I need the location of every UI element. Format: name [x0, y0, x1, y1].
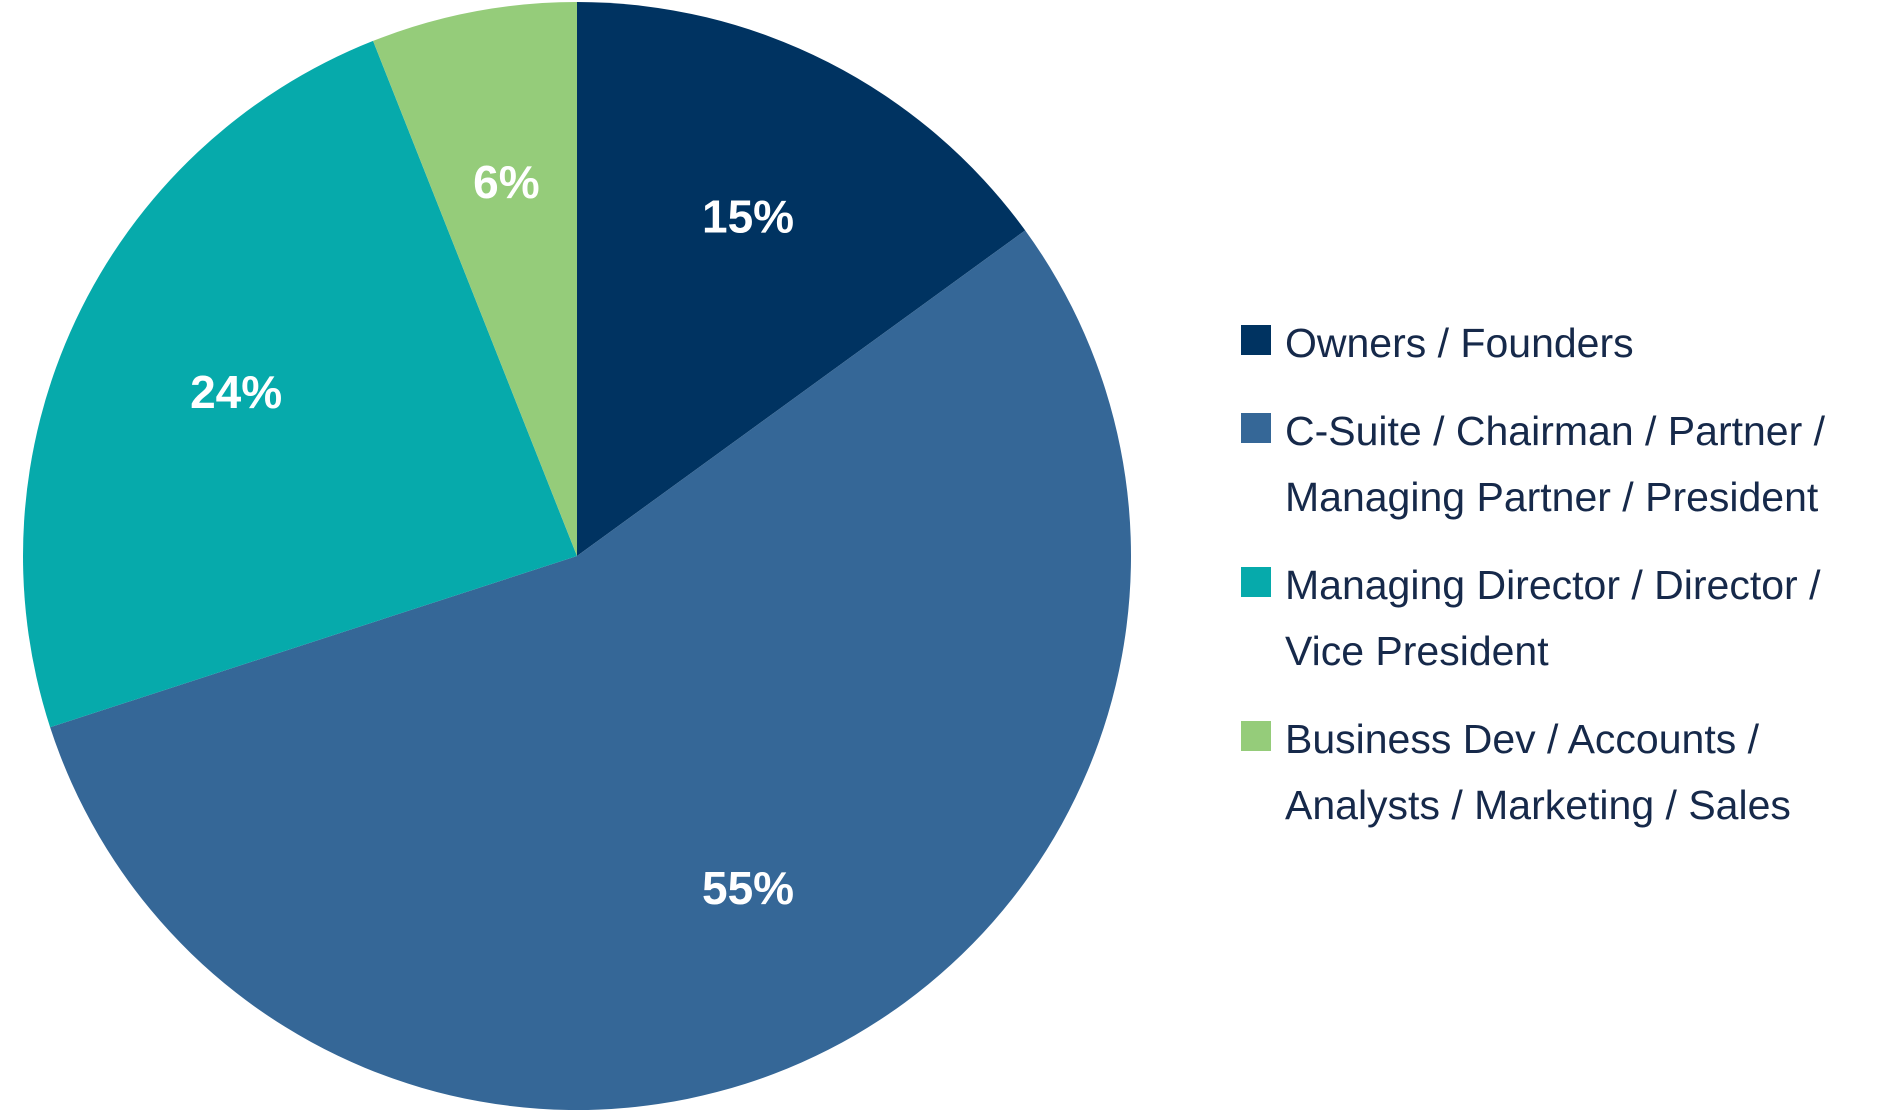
legend-item-managing-director: Managing Director / Director / Vice Pres…	[1241, 552, 1881, 684]
pie-slice-label-2: 24%	[190, 366, 282, 418]
legend-swatch-managing-director	[1241, 567, 1271, 597]
pie-slice-label-1: 55%	[702, 862, 794, 914]
pie-slice-labels: 15% 55% 24% 6%	[190, 156, 794, 914]
legend: Owners / Founders C-Suite / Chairman / P…	[1241, 310, 1881, 860]
pie-slice-2	[23, 40, 578, 728]
pie-slices	[23, 2, 1131, 1110]
legend-item-owners-founders: Owners / Founders	[1241, 310, 1881, 376]
pie-chart: 15% 55% 24% 6%	[23, 2, 1131, 1110]
legend-label-line-2: Managing Partner / President	[1285, 474, 1819, 520]
legend-label-line-2: Vice President	[1285, 628, 1549, 674]
pie-slice-1	[50, 230, 1131, 1110]
pie-slice-label-3: 6%	[473, 156, 539, 208]
legend-swatch-owners-founders	[1241, 325, 1271, 355]
legend-item-c-suite: C-Suite / Chairman / Partner / Managing …	[1241, 398, 1881, 530]
legend-swatch-c-suite	[1241, 413, 1271, 443]
pie-slice-0	[577, 2, 1026, 556]
legend-label-line-2: Analysts / Marketing / Sales	[1285, 782, 1791, 828]
legend-swatch-business-dev	[1241, 721, 1271, 751]
pie-slice-label-0: 15%	[702, 190, 794, 242]
legend-item-business-dev: Business Dev / Accounts / Analysts / Mar…	[1241, 706, 1881, 838]
legend-label-line-1: Managing Director / Director /	[1285, 562, 1821, 608]
legend-label-line-1: C-Suite / Chairman / Partner /	[1285, 408, 1826, 454]
legend-label-line-1: Business Dev / Accounts /	[1285, 716, 1760, 762]
pie-slice-3	[373, 2, 577, 556]
legend-label-line-1: Owners / Founders	[1285, 320, 1634, 366]
